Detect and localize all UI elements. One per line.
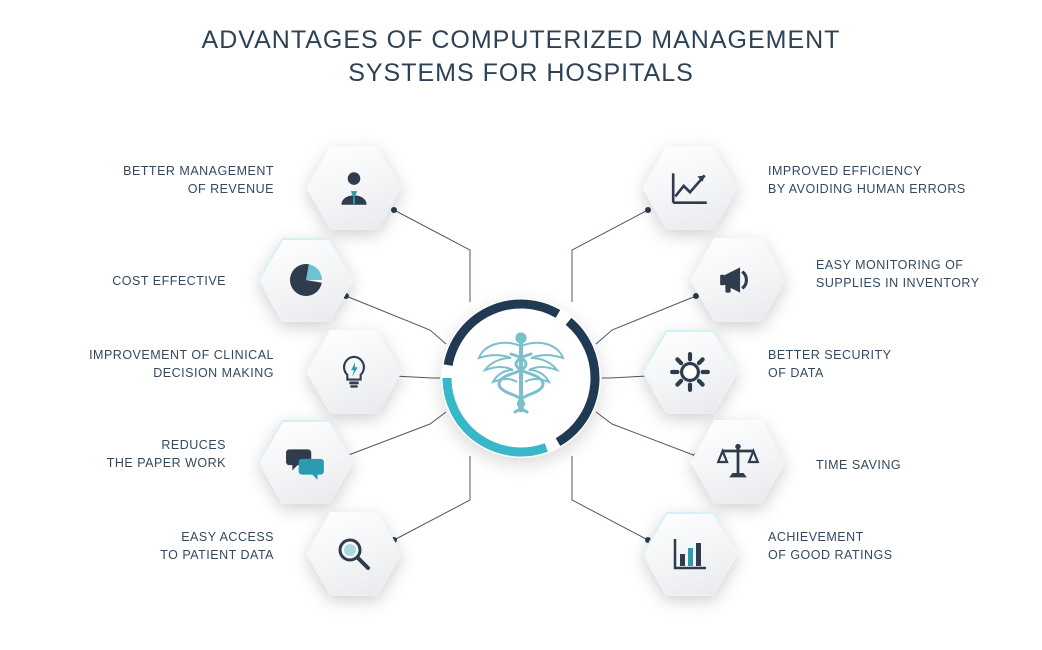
label-security: BETTER SECURITYOF DATA xyxy=(768,346,892,382)
hex-clinical xyxy=(306,330,402,414)
hex-time xyxy=(690,420,786,504)
hex-paper xyxy=(258,420,354,504)
gear-icon xyxy=(642,330,738,414)
bar-chart-icon xyxy=(642,512,738,596)
label-cost: COST EFFECTIVE xyxy=(112,272,226,290)
label-patient: EASY ACCESSTO PATIENT DATA xyxy=(160,528,274,564)
person-suit-icon xyxy=(306,146,402,230)
label-paper: REDUCESTHE PAPER WORK xyxy=(107,436,226,472)
hex-cost xyxy=(258,238,354,322)
hex-patient xyxy=(306,512,402,596)
infographic-stage: ADVANTAGES OF COMPUTERIZED MANAGEMENTSYS… xyxy=(0,0,1042,650)
hex-ratings xyxy=(642,512,738,596)
hex-security xyxy=(642,330,738,414)
label-clinical: IMPROVEMENT OF CLINICALDECISION MAKING xyxy=(89,346,274,382)
label-efficiency: IMPROVED EFFICIENCYBY AVOIDING HUMAN ERR… xyxy=(768,162,966,198)
bulb-bolt-icon xyxy=(306,330,402,414)
page-title: ADVANTAGES OF COMPUTERIZED MANAGEMENTSYS… xyxy=(0,24,1042,89)
line-chart-arrow-icon xyxy=(642,146,738,230)
central-circle xyxy=(441,298,601,458)
label-revenue: BETTER MANAGEMENTOF REVENUE xyxy=(123,162,274,198)
hex-efficiency xyxy=(642,146,738,230)
label-inventory: EASY MONITORING OFSUPPLIES IN INVENTORY xyxy=(816,256,980,292)
pie-chart-icon xyxy=(258,238,354,322)
scales-icon xyxy=(690,420,786,504)
caduceus-icon xyxy=(471,328,571,428)
magnifier-icon xyxy=(306,512,402,596)
hex-inventory xyxy=(690,238,786,322)
chat-bubbles-icon xyxy=(258,420,354,504)
label-time: TIME SAVING xyxy=(816,456,901,474)
hex-revenue xyxy=(306,146,402,230)
megaphone-icon xyxy=(690,238,786,322)
label-ratings: ACHIEVEMENTOF GOOD RATINGS xyxy=(768,528,893,564)
